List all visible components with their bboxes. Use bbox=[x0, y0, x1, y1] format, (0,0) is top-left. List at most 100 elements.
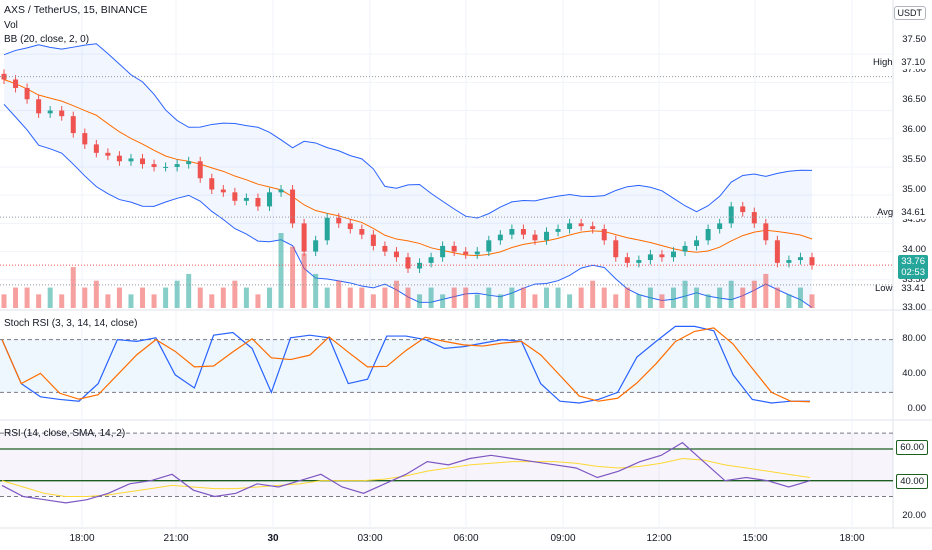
candle-body bbox=[151, 164, 157, 167]
time-tick: 18:00 bbox=[69, 533, 95, 544]
volume-bar bbox=[82, 287, 88, 308]
candle-body bbox=[24, 87, 30, 100]
time-tick: 03:00 bbox=[357, 533, 383, 544]
time-tick: 06:00 bbox=[453, 533, 479, 544]
candle-body bbox=[128, 158, 134, 162]
volume-bar bbox=[93, 280, 99, 308]
volume-bar bbox=[601, 287, 607, 308]
volume-bar bbox=[509, 287, 515, 308]
time-tick: 15:00 bbox=[742, 533, 768, 544]
volume-bar bbox=[59, 294, 65, 308]
candle-body bbox=[740, 206, 746, 213]
high-label: High bbox=[873, 57, 893, 68]
rsi-level-upper: 60.00 bbox=[896, 440, 928, 455]
candle-body bbox=[301, 223, 307, 252]
volume-bar bbox=[151, 294, 157, 308]
stoch-band bbox=[0, 339, 893, 393]
volume-bar bbox=[393, 280, 399, 308]
price-tick: 36.50 bbox=[902, 94, 926, 105]
volume-bar bbox=[763, 273, 769, 308]
candle-body bbox=[682, 245, 688, 252]
time-tick: 18:00 bbox=[839, 533, 865, 544]
candle-body bbox=[186, 161, 192, 165]
volume-bar bbox=[405, 287, 411, 308]
volume-bar bbox=[647, 287, 653, 308]
rsi-line bbox=[1, 441, 811, 504]
volume-bar bbox=[624, 287, 630, 308]
volume-bar bbox=[220, 287, 226, 308]
volume-bar bbox=[36, 294, 42, 308]
candle-body bbox=[763, 223, 769, 241]
candle-body bbox=[266, 192, 272, 207]
volume-bar bbox=[486, 287, 492, 308]
volume-bar bbox=[163, 287, 169, 308]
volume-bar bbox=[336, 280, 342, 308]
volume-bar bbox=[243, 287, 249, 308]
volume-bar bbox=[186, 273, 192, 308]
volume-bar bbox=[786, 294, 792, 308]
volume-bar bbox=[324, 287, 330, 308]
volume-bar bbox=[520, 287, 526, 308]
stoch-rsi-label[interactable]: Stoch RSI (3, 3, 14, 14, close) bbox=[4, 318, 138, 329]
candle-body bbox=[601, 229, 607, 241]
volume-bar bbox=[313, 273, 319, 308]
bb-indicator-label[interactable]: BB (20, close, 2, 0) bbox=[4, 34, 90, 45]
volume-bar bbox=[451, 287, 457, 308]
candle-body bbox=[544, 231, 550, 241]
volume-bar bbox=[301, 253, 307, 308]
vol-indicator-label[interactable]: Vol bbox=[4, 20, 18, 31]
volume-bar bbox=[278, 233, 284, 308]
volume-bar bbox=[797, 287, 803, 308]
volume-bar bbox=[590, 280, 596, 308]
rsi-label[interactable]: RSI (14, close, SMA, 14, 2) bbox=[4, 428, 126, 439]
candle-body bbox=[105, 152, 111, 156]
volume-bar bbox=[636, 294, 642, 308]
candle-body bbox=[393, 251, 399, 258]
low-value: 33.41 bbox=[898, 282, 928, 295]
volume-bar bbox=[532, 294, 538, 308]
candle-body bbox=[624, 257, 630, 263]
volume-bar bbox=[370, 294, 376, 308]
bb-upper-line bbox=[3, 43, 813, 219]
volume-bar bbox=[717, 287, 723, 308]
candle-body bbox=[474, 251, 480, 255]
candle-body bbox=[370, 234, 376, 246]
volume-bar bbox=[613, 294, 619, 308]
avg-label: Avg bbox=[877, 207, 894, 218]
symbol-title[interactable]: AXS / TetherUS, 15, BINANCE bbox=[4, 4, 148, 16]
candle-body bbox=[590, 226, 596, 230]
volume-bar bbox=[694, 287, 700, 308]
candle-body bbox=[636, 260, 642, 263]
volume-bar bbox=[290, 246, 296, 308]
volume-bar bbox=[463, 287, 469, 308]
volume-bar bbox=[140, 287, 146, 308]
candle-body bbox=[463, 251, 469, 255]
stoch-tick: 40.00 bbox=[902, 368, 926, 379]
candle-body bbox=[82, 133, 88, 145]
bb-basis-line bbox=[3, 79, 813, 257]
candle-body bbox=[290, 189, 296, 224]
currency-badge[interactable]: USDT bbox=[893, 6, 926, 20]
bar-countdown: 02:53 bbox=[901, 267, 925, 278]
volume-bar bbox=[116, 287, 122, 308]
price-tick: 34.50 bbox=[902, 214, 926, 225]
volume-bar bbox=[659, 294, 665, 308]
price-tick: 37.00 bbox=[902, 64, 926, 75]
bb-fill bbox=[4, 43, 812, 308]
volume-bar bbox=[567, 294, 573, 308]
time-tick: 30 bbox=[267, 533, 279, 544]
candle-body bbox=[13, 79, 19, 88]
candle-body bbox=[93, 144, 99, 153]
candle-body bbox=[486, 240, 492, 252]
volume-bar bbox=[197, 287, 203, 308]
volume-bar bbox=[359, 287, 365, 308]
last-price-badge: 33.76 02:53 bbox=[898, 255, 928, 279]
price-tick: 37.50 bbox=[902, 34, 926, 45]
price-tick: 33.00 bbox=[902, 302, 926, 313]
candle-body bbox=[232, 192, 238, 201]
volume-bar bbox=[751, 280, 757, 308]
candle-body bbox=[428, 257, 434, 263]
volume-bar bbox=[266, 287, 272, 308]
volume-bar bbox=[47, 287, 53, 308]
